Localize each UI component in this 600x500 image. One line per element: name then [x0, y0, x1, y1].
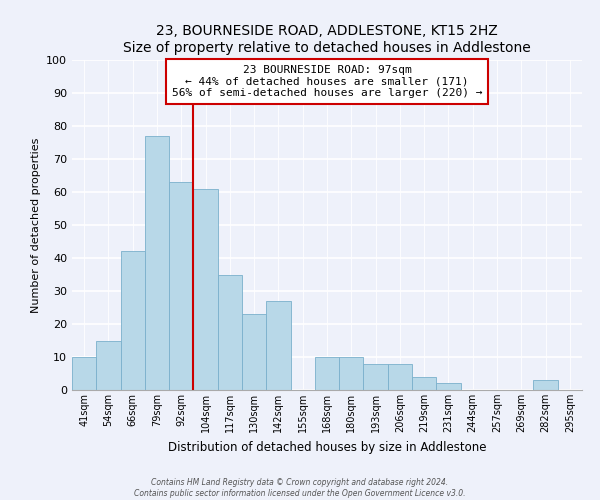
Bar [121, 252, 145, 390]
Bar [412, 377, 436, 390]
Bar [266, 301, 290, 390]
Bar [145, 136, 169, 390]
Bar [72, 357, 96, 390]
Text: 23 BOURNESIDE ROAD: 97sqm
← 44% of detached houses are smaller (171)
56% of semi: 23 BOURNESIDE ROAD: 97sqm ← 44% of detac… [172, 65, 482, 98]
Bar [388, 364, 412, 390]
Bar [242, 314, 266, 390]
Bar [533, 380, 558, 390]
Bar [364, 364, 388, 390]
Bar [436, 384, 461, 390]
X-axis label: Distribution of detached houses by size in Addlestone: Distribution of detached houses by size … [168, 440, 486, 454]
Text: Contains HM Land Registry data © Crown copyright and database right 2024.
Contai: Contains HM Land Registry data © Crown c… [134, 478, 466, 498]
Bar [96, 340, 121, 390]
Bar [339, 357, 364, 390]
Y-axis label: Number of detached properties: Number of detached properties [31, 138, 41, 312]
Title: 23, BOURNESIDE ROAD, ADDLESTONE, KT15 2HZ
Size of property relative to detached : 23, BOURNESIDE ROAD, ADDLESTONE, KT15 2H… [123, 24, 531, 54]
Bar [193, 188, 218, 390]
Bar [218, 274, 242, 390]
Bar [315, 357, 339, 390]
Bar [169, 182, 193, 390]
